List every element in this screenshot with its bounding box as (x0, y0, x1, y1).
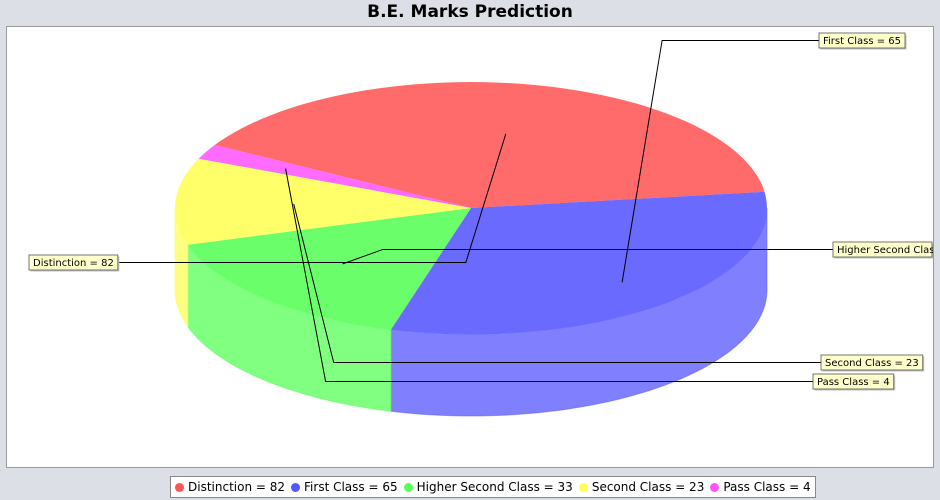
pie-label-leader (293, 203, 821, 363)
plot-area: Distinction = 82 First Class = 65 Higher S… (6, 26, 934, 468)
pie-slice-pass-class[interactable] (198, 145, 471, 208)
legend-item: Distinction = 82 (175, 480, 285, 494)
legend-swatch (578, 482, 588, 492)
pie-label-text: Second Class = 23 (825, 358, 919, 369)
pie-label-leader (285, 168, 813, 382)
legend-item: Pass Class = 4 (710, 480, 811, 494)
legend-label: Higher Second Class = 33 (416, 480, 573, 494)
legend: Distinction = 82 First Class = 65 Higher S… (170, 476, 816, 498)
pie-labels: Distinction = 82 First Class = 65 Higher S… (28, 32, 933, 391)
chart-title: B.E. Marks Prediction (367, 2, 573, 22)
legend-label: Distinction = 82 (188, 480, 286, 494)
pie-chart: Distinction = 82 First Class = 65 Higher S… (28, 32, 933, 417)
pie-label-leader (621, 40, 819, 283)
pie-label-box (812, 373, 895, 390)
pie-label-box (28, 254, 119, 271)
pie-label-leader (342, 249, 833, 265)
legend-item: First Class = 65 (291, 480, 398, 494)
pie-slice-higher-second-class[interactable] (187, 208, 471, 330)
pie-label-text: Distinction = 82 (33, 258, 114, 269)
pie-label-text: Higher Second Class = 33 (837, 245, 933, 256)
pie-label-text: Pass Class = 4 (817, 377, 890, 388)
pie-tops (175, 82, 767, 334)
legend-swatch (175, 482, 184, 492)
pie-label-box (818, 32, 906, 49)
pie-slice-first-class[interactable] (391, 191, 767, 334)
pie-slice-distinction[interactable] (214, 82, 765, 208)
pie-side-second-class (174, 208, 189, 329)
legend-item: Second Class = 23 (578, 480, 705, 494)
legend-swatch (291, 482, 301, 492)
legend-swatch (710, 482, 720, 492)
pie-sides (174, 208, 768, 417)
pie-slice-second-class[interactable] (175, 158, 471, 245)
pie-label-box (832, 241, 933, 258)
pie-label-box (820, 354, 924, 371)
legend-label: Pass Class = 4 (723, 480, 811, 494)
pie-label-leader (117, 133, 507, 263)
legend-item: Higher Second Class = 33 (403, 480, 573, 494)
legend-label: Second Class = 23 (591, 480, 705, 494)
legend-label: First Class = 65 (304, 480, 398, 494)
pie-label-text: First Class = 65 (823, 36, 901, 47)
legend-swatch (403, 482, 413, 492)
